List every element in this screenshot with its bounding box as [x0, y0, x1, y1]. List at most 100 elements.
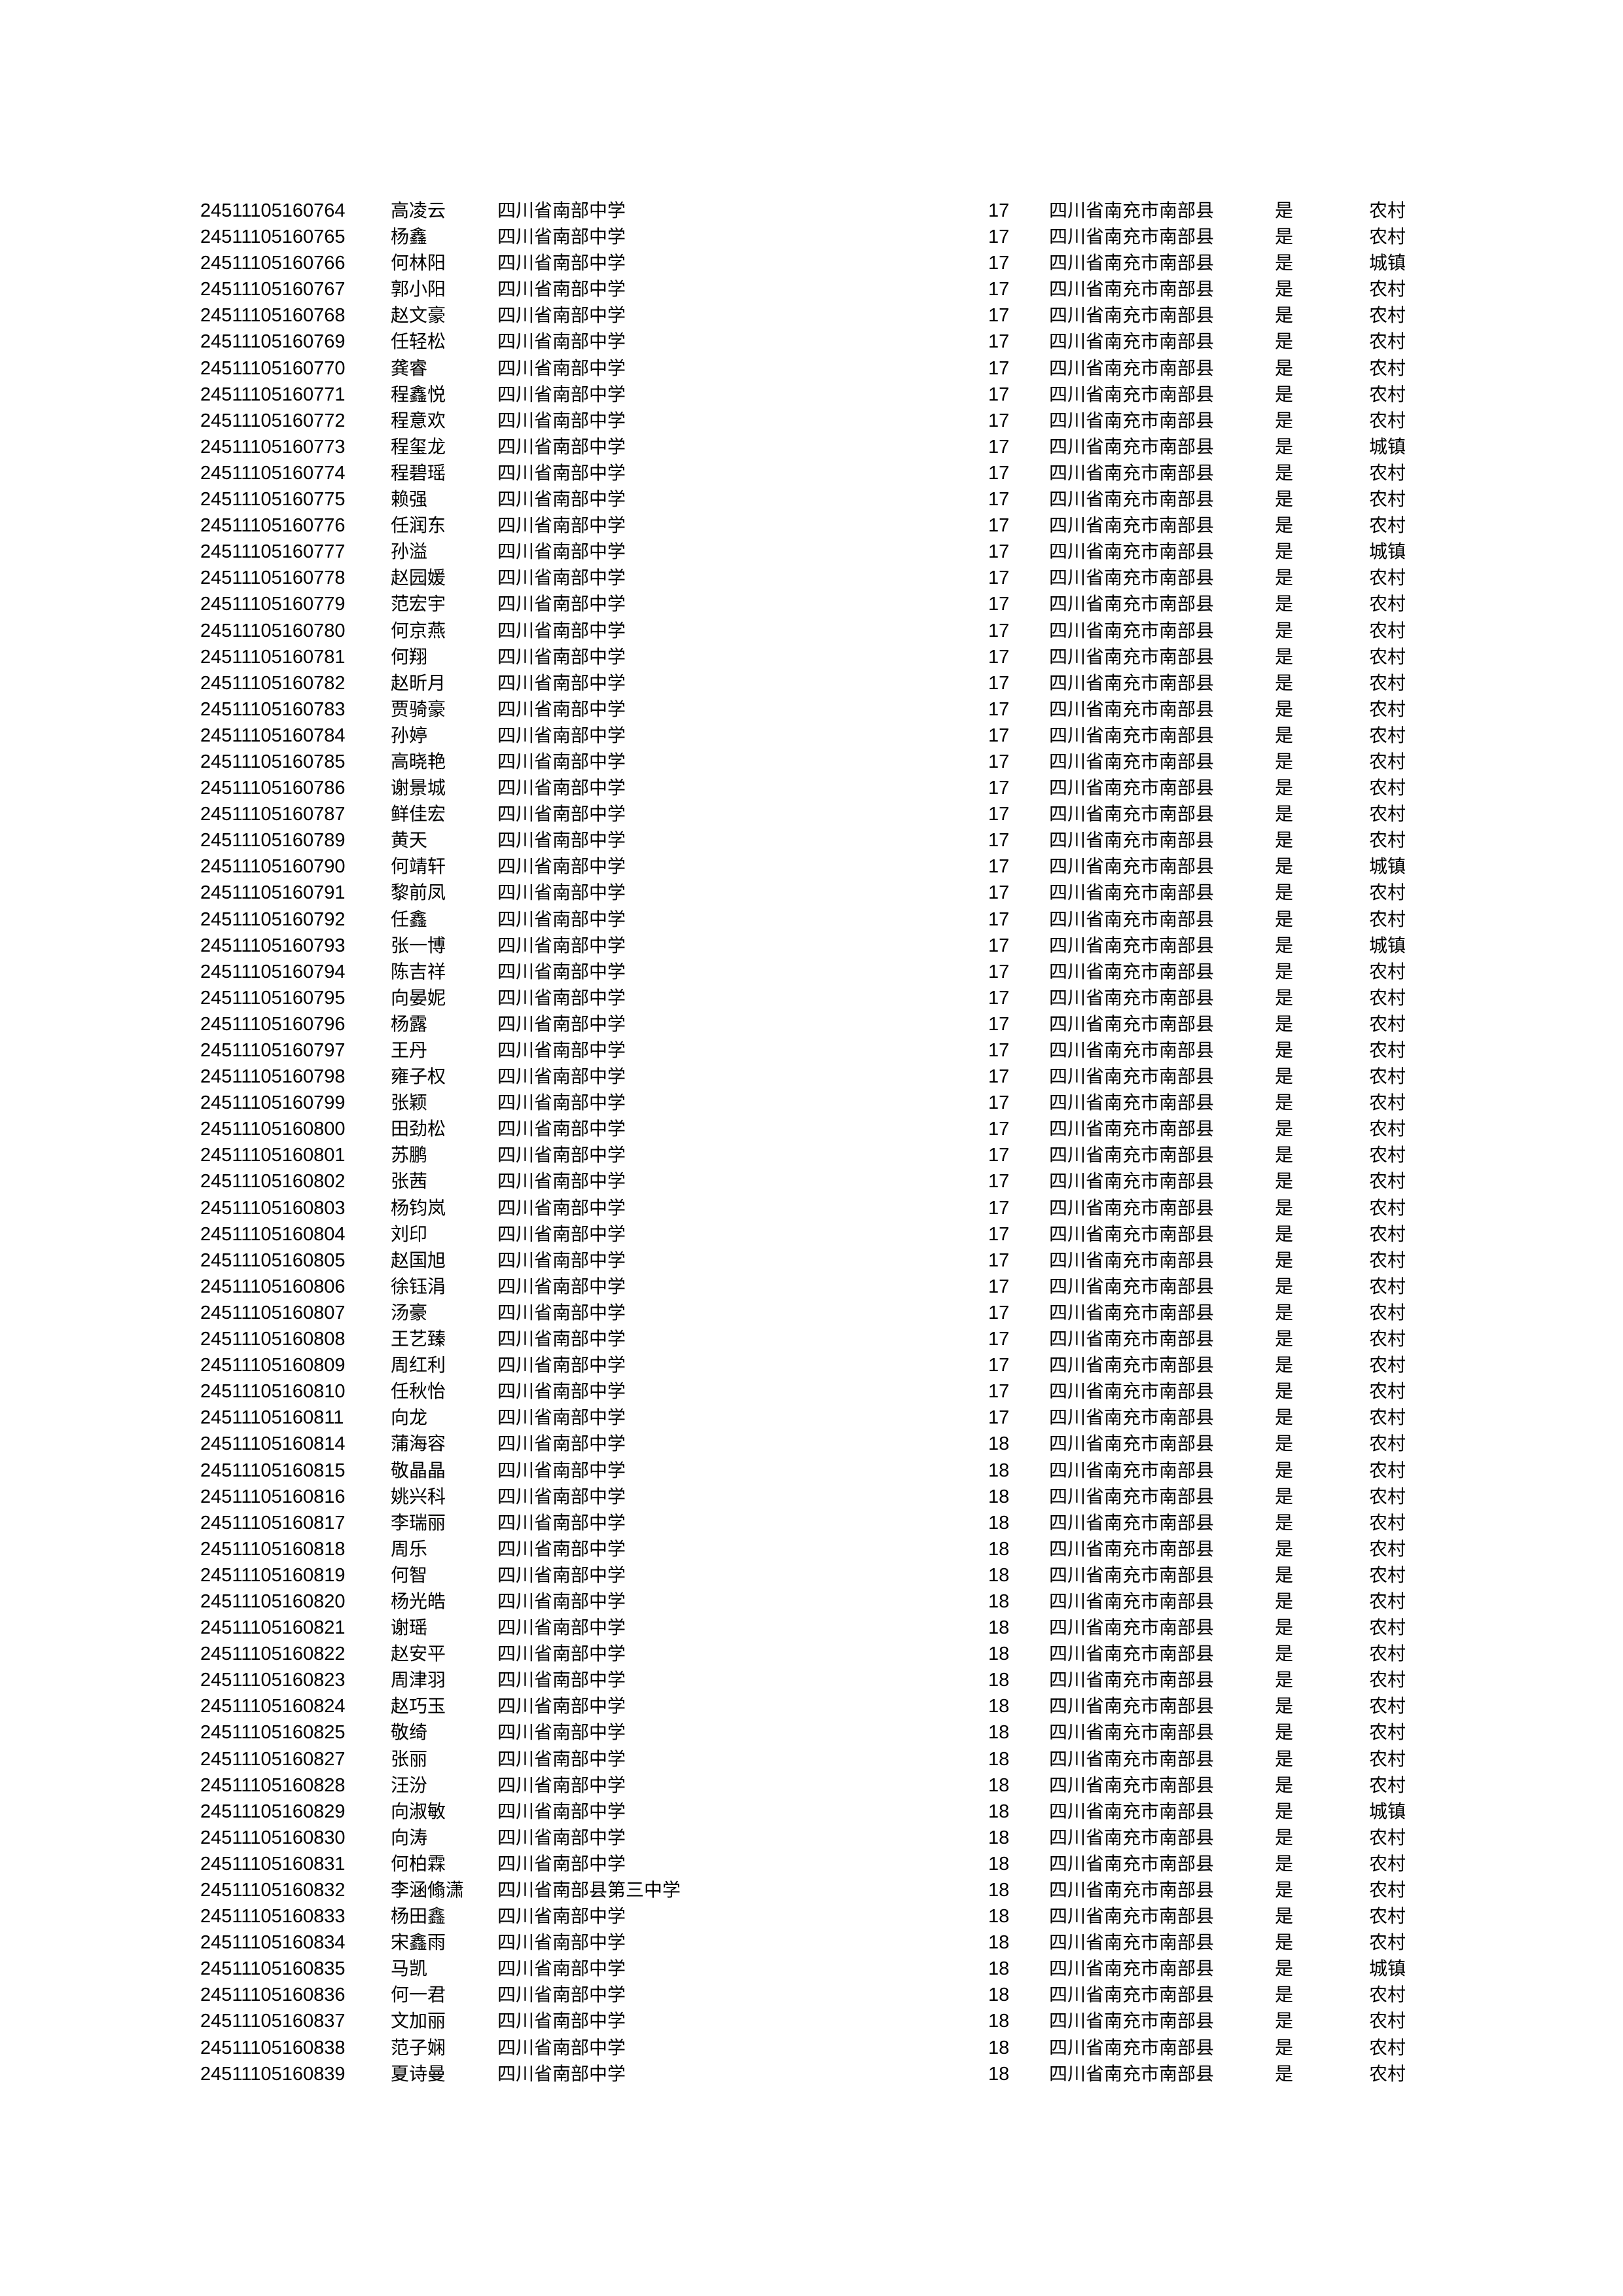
cell-flag: 是	[1275, 645, 1294, 668]
cell-name: 周红利	[391, 1354, 446, 1376]
cell-school: 四川省南部中学	[497, 1984, 626, 2006]
cell-id: 24511105160830	[200, 1827, 346, 1848]
cell-age: 17	[988, 279, 1010, 300]
cell-household: 农村	[1369, 1695, 1406, 1717]
cell-school: 四川省南部中学	[497, 593, 626, 615]
cell-school: 四川省南部中学	[497, 750, 626, 772]
cell-school: 四川省南部中学	[497, 1301, 626, 1323]
cell-school: 四川省南部中学	[497, 567, 626, 589]
table-row: 24511105160764 高凌云 四川省南部中学 17 四川省南充市南部县 是 农村	[0, 198, 1623, 224]
cell-address: 四川省南充市南部县	[1049, 724, 1215, 746]
cell-name: 任鑫	[391, 908, 428, 930]
cell-household: 农村	[1369, 1537, 1406, 1560]
cell-address: 四川省南充市南部县	[1049, 1301, 1215, 1323]
cell-school: 四川省南部中学	[497, 1092, 626, 1114]
table-row: 24511105160821 谢瑶 四川省南部中学 18 四川省南充市南部县 是 农村	[0, 1615, 1623, 1641]
cell-age: 17	[988, 804, 1010, 825]
cell-address: 四川省南充市南部县	[1049, 1879, 1215, 1901]
table-row: 24511105160804 刘印 四川省南部中学 17 四川省南充市南部县 是 农村	[0, 1221, 1623, 1247]
cell-address: 四川省南充市南部县	[1049, 1380, 1215, 1403]
cell-flag: 是	[1275, 1931, 1294, 1954]
cell-id: 24511105160778	[200, 567, 346, 589]
cell-id: 24511105160837	[200, 2011, 346, 2032]
cell-flag: 是	[1275, 1170, 1294, 1193]
cell-id: 24511105160831	[200, 1853, 346, 1874]
cell-name: 周津羽	[391, 1669, 446, 1691]
cell-address: 四川省南充市南部县	[1049, 541, 1215, 563]
cell-flag: 是	[1275, 1459, 1294, 1481]
cell-id: 24511105160803	[200, 1197, 346, 1219]
table-row: 24511105160773 程玺龙 四川省南部中学 17 四川省南充市南部县 是 城镇	[0, 434, 1623, 460]
cell-name: 向淑敏	[391, 1800, 446, 1822]
cell-household: 农村	[1369, 1774, 1406, 1796]
cell-household: 农村	[1369, 1905, 1406, 1928]
cell-id: 24511105160834	[200, 1932, 346, 1954]
cell-name: 雍子权	[391, 1066, 446, 1088]
cell-age: 17	[988, 961, 1010, 982]
table-row: 24511105160786 谢景城 四川省南部中学 17 四川省南充市南部县 是 农村	[0, 775, 1623, 801]
cell-household: 农村	[1369, 304, 1406, 327]
cell-flag: 是	[1275, 1275, 1294, 1297]
cell-address: 四川省南充市南部县	[1049, 1748, 1215, 1770]
cell-address: 四川省南充市南部县	[1049, 1826, 1215, 1848]
cell-flag: 是	[1275, 1617, 1294, 1639]
cell-household: 农村	[1369, 908, 1406, 930]
cell-school: 四川省南部中学	[497, 541, 626, 563]
cell-name: 张颖	[391, 1092, 428, 1114]
cell-name: 陈吉祥	[391, 960, 446, 982]
cell-name: 谢瑶	[391, 1617, 428, 1639]
cell-id: 24511105160791	[200, 882, 346, 904]
cell-name: 赵园媛	[391, 567, 446, 589]
cell-address: 四川省南充市南部县	[1049, 750, 1215, 772]
cell-name: 宋鑫雨	[391, 1931, 446, 1954]
cell-age: 17	[988, 987, 1010, 1009]
cell-school: 四川省南部中学	[497, 1590, 626, 1612]
cell-flag: 是	[1275, 1800, 1294, 1822]
cell-age: 17	[988, 331, 1010, 353]
cell-name: 程碧瑶	[391, 461, 446, 484]
cell-address: 四川省南充市南部县	[1049, 1590, 1215, 1612]
cell-flag: 是	[1275, 750, 1294, 772]
cell-name: 何柏霖	[391, 1852, 446, 1874]
table-row: 24511105160797 王丹 四川省南部中学 17 四川省南充市南部县 是 农村	[0, 1037, 1623, 1064]
cell-id: 24511105160809	[200, 1355, 346, 1376]
table-row: 24511105160830 向涛 四川省南部中学 18 四川省南充市南部县 是 农村	[0, 1825, 1623, 1851]
cell-address: 四川省南充市南部县	[1049, 672, 1215, 694]
cell-id: 24511105160790	[200, 856, 346, 878]
cell-age: 18	[988, 1486, 1010, 1507]
cell-id: 24511105160789	[200, 830, 346, 852]
cell-school: 四川省南部中学	[497, 1800, 626, 1822]
cell-id: 24511105160836	[200, 1984, 346, 2006]
cell-school: 四川省南部中学	[497, 409, 626, 431]
cell-flag: 是	[1275, 252, 1294, 274]
cell-name: 敬晶晶	[391, 1459, 446, 1481]
cell-household: 农村	[1369, 461, 1406, 484]
cell-household: 农村	[1369, 1066, 1406, 1088]
cell-address: 四川省南充市南部县	[1049, 1039, 1215, 1061]
cell-flag: 是	[1275, 777, 1294, 799]
cell-school: 四川省南部中学	[497, 278, 626, 300]
cell-name: 范子娴	[391, 2036, 446, 2058]
cell-id: 24511105160787	[200, 804, 346, 825]
table-row: 24511105160819 何智 四川省南部中学 18 四川省南充市南部县 是 农村	[0, 1562, 1623, 1588]
cell-age: 17	[988, 1329, 1010, 1350]
cell-age: 18	[988, 1958, 1010, 1980]
cell-school: 四川省南部中学	[497, 1511, 626, 1534]
cell-age: 17	[988, 594, 1010, 615]
cell-name: 何智	[391, 1564, 428, 1586]
cell-name: 王丹	[391, 1039, 428, 1061]
cell-flag: 是	[1275, 1485, 1294, 1507]
cell-name: 任润东	[391, 514, 446, 537]
table-row: 24511105160787 鲜佳宏 四川省南部中学 17 四川省南充市南部县 是 农村	[0, 801, 1623, 827]
cell-school: 四川省南部中学	[497, 1852, 626, 1874]
cell-id: 24511105160820	[200, 1590, 346, 1612]
table-row: 24511105160832 李涵翛潇 四川省南部县第三中学 18 四川省南充市南部县 是…	[0, 1877, 1623, 1903]
cell-address: 四川省南充市南部县	[1049, 461, 1215, 484]
cell-household: 农村	[1369, 331, 1406, 353]
cell-id: 24511105160816	[200, 1486, 346, 1507]
cell-address: 四川省南充市南部县	[1049, 1984, 1215, 2006]
cell-flag: 是	[1275, 1721, 1294, 1744]
cell-household: 农村	[1369, 1511, 1406, 1534]
cell-school: 四川省南部中学	[497, 1485, 626, 1507]
cell-age: 17	[988, 1249, 1010, 1271]
